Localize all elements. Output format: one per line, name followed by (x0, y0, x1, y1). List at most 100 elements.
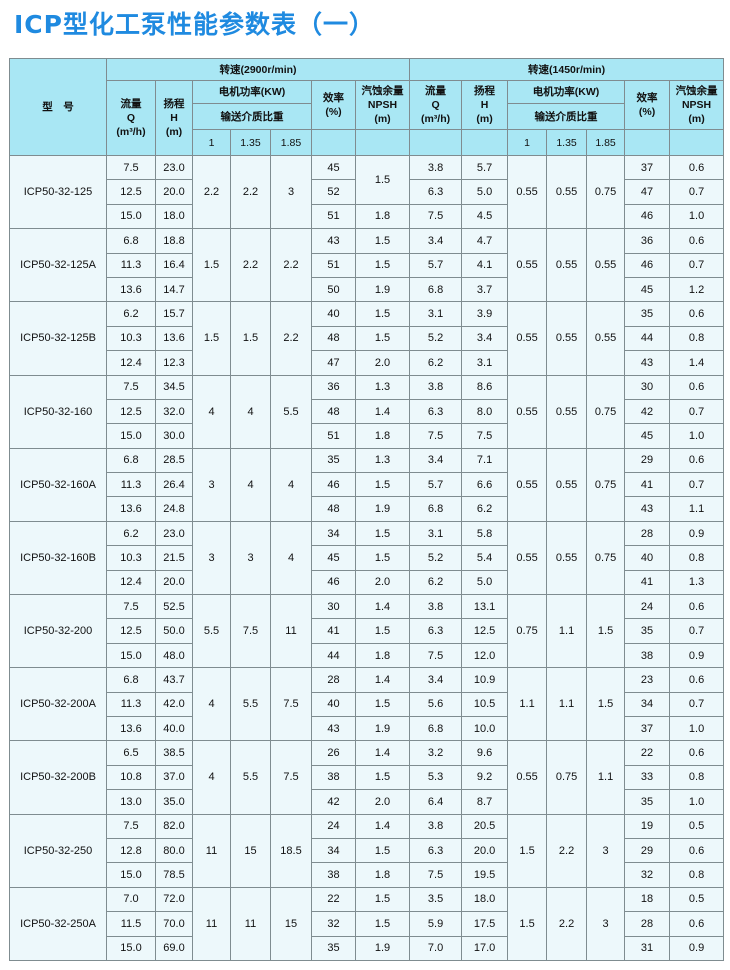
npsh-cell: 2.0 (354, 350, 411, 376)
power-cell: 5.5 (230, 740, 271, 815)
head-cell: 30.0 (155, 423, 193, 449)
flow-cell: 15.0 (106, 642, 156, 669)
power-low-cell: 1.1 (586, 740, 626, 815)
npsh-cell: 1.4 (354, 740, 411, 766)
flow-cell: 7.5 (106, 374, 156, 400)
flow-low-cell: 5.3 (409, 764, 463, 791)
empty-cell (311, 129, 356, 156)
power-low-cell: 1.1 (507, 667, 548, 742)
flow-low-cell: 3.8 (409, 154, 463, 181)
head-cell: 28.5 (155, 447, 193, 474)
flow-low-cell: 6.3 (409, 398, 463, 425)
head-low-cell: 20.0 (461, 837, 509, 864)
flow-low-cell: 5.6 (409, 691, 463, 717)
flow-cell: 11.5 (106, 911, 156, 937)
gravity-1-85-low: 1.85 (586, 129, 626, 156)
head-cell: 50.0 (155, 618, 193, 644)
table-row: ICP50-32-125B 6.2 15.7 1.5 1.5 2.2 40 1.5 3.1 3.9… (9, 301, 725, 376)
efficiency-low-cell: 47 (624, 179, 671, 205)
power-cell: 3 (270, 154, 312, 230)
head-cell: 43.7 (155, 667, 193, 693)
power-low-cell: 0.55 (546, 228, 588, 303)
efficiency-low-cell: 44 (624, 325, 671, 352)
head-low-cell: 5.8 (461, 520, 509, 547)
head-low-cell: 10.0 (461, 715, 509, 742)
flow-low-cell: 6.8 (409, 496, 463, 522)
npsh-low-cell: 0.6 (669, 667, 725, 693)
table-row: 10.8 37.0 38 1.5 5.3 9.2 33 0.8 (10, 764, 725, 791)
head-low-cell: 3.1 (461, 350, 509, 376)
flow-low-cell: 3.1 (409, 301, 463, 327)
power-low-cell: 0.55 (507, 520, 548, 596)
efficiency-cell: 51 (311, 252, 356, 278)
table-row: 11.3 16.4 51 1.5 5.7 4.1 46 0.7 (10, 252, 725, 278)
table-row: ICP50-32-250A 7.0 72.0 11 11 15 22 1.5 3.5 18.0 1.… (9, 886, 725, 961)
flow-low-cell: 6.3 (409, 179, 463, 205)
efficiency-low-cell: 43 (624, 350, 671, 376)
efficiency-low-cell: 30 (624, 374, 671, 400)
table-row: 11.3 42.0 40 1.5 5.6 10.5 34 0.7 (10, 691, 725, 717)
npsh-low-cell: 0.6 (669, 594, 725, 620)
table-row: 10.3 21.5 45 1.5 5.2 5.4 40 0.8 (10, 545, 725, 571)
power-low-cell: 0.55 (507, 301, 548, 376)
efficiency-cell: 38 (311, 764, 356, 791)
power-low-cell: 0.55 (546, 374, 588, 449)
flow-cell: 11.3 (106, 691, 156, 717)
header-gravity: 输送介质比重 (192, 103, 312, 130)
npsh-low-cell: 1.4 (669, 350, 725, 376)
power-cell: 7.5 (270, 740, 312, 815)
npsh-cell: 1.4 (354, 813, 411, 839)
table-row: 12.5 20.0 52 6.3 5.0 47 0.7 (10, 179, 725, 205)
flow-cell: 11.3 (106, 472, 156, 498)
flow-cell: 6.8 (106, 447, 156, 474)
empty-cell (354, 129, 411, 156)
head-low-cell: 9.2 (461, 764, 509, 791)
efficiency-low-cell: 19 (624, 813, 671, 839)
flow-cell: 10.8 (106, 764, 156, 791)
head-low-cell: 17.0 (461, 935, 509, 961)
flow-low-cell: 6.2 (409, 569, 463, 596)
flow-cell: 13.6 (106, 276, 156, 303)
table-row: ICP50-32-160B 6.2 23.0 3 3 4 34 1.5 3.1 5.8 0.55 0.… (9, 520, 725, 596)
table-row: ICP50-32-125 7.5 23.0 2.2 2.2 3 45 1.5 3.8 5.7 0.5… (9, 154, 725, 230)
efficiency-cell: 32 (311, 911, 356, 937)
npsh-low-cell: 0.9 (669, 935, 725, 961)
table-row: 12.8 80.0 34 1.5 6.3 20.0 29 0.6 (10, 837, 725, 864)
npsh-cell: 1.5 (354, 472, 411, 498)
efficiency-low-cell: 45 (624, 276, 671, 303)
npsh-low-cell: 0.6 (669, 447, 725, 474)
head-low-cell: 9.6 (461, 740, 509, 766)
pump-performance-table: 型 号 转速(2900r/min) 转速(1450r/min) 流量 Q (m³/h… (9, 58, 725, 961)
table-row: ICP50-32-200A 6.8 43.7 4 5.5 7.5 28 1.4 3.4 10.9 1… (9, 667, 725, 742)
empty-cell (624, 129, 671, 156)
flow-low-cell: 6.2 (409, 350, 463, 376)
npsh-cell: 1.4 (354, 594, 411, 620)
npsh-low-cell: 0.5 (669, 886, 725, 913)
flow-cell: 6.8 (106, 228, 156, 254)
power-low-cell: 0.55 (586, 228, 626, 303)
efficiency-cell: 51 (311, 423, 356, 449)
efficiency-cell: 51 (311, 203, 356, 230)
head-cell: 38.5 (155, 740, 193, 766)
table-row: ICP50-32-160 7.5 34.5 4 4 5.5 36 1.3 3.8 8.6 0.55 0… (9, 374, 725, 449)
flow-cell: 13.6 (106, 496, 156, 522)
table-row: ICP50-32-160A 6.8 28.5 3 4 4 35 1.3 3.4 7.1 0.55 0.… (9, 447, 725, 522)
head-cell: 48.0 (155, 642, 193, 669)
power-cell: 11 (270, 594, 312, 669)
head-cell: 37.0 (155, 764, 193, 791)
efficiency-low-cell: 46 (624, 252, 671, 278)
head-cell: 23.0 (155, 154, 193, 181)
flow-cell: 12.5 (106, 618, 156, 644)
head-low-cell: 5.4 (461, 545, 509, 571)
power-cell: 3 (192, 520, 231, 596)
header-power-low: 电机功率(KW) (507, 80, 626, 104)
flow-low-cell: 3.8 (409, 374, 463, 400)
efficiency-low-cell: 37 (624, 154, 671, 181)
head-cell: 78.5 (155, 862, 193, 888)
power-cell: 7.5 (230, 594, 271, 669)
power-low-cell: 1.1 (546, 667, 588, 742)
gravity-1-85: 1.85 (270, 129, 312, 156)
power-cell: 2.2 (230, 154, 271, 230)
power-low-cell: 2.2 (546, 813, 588, 888)
npsh-low-cell: 0.6 (669, 911, 725, 937)
